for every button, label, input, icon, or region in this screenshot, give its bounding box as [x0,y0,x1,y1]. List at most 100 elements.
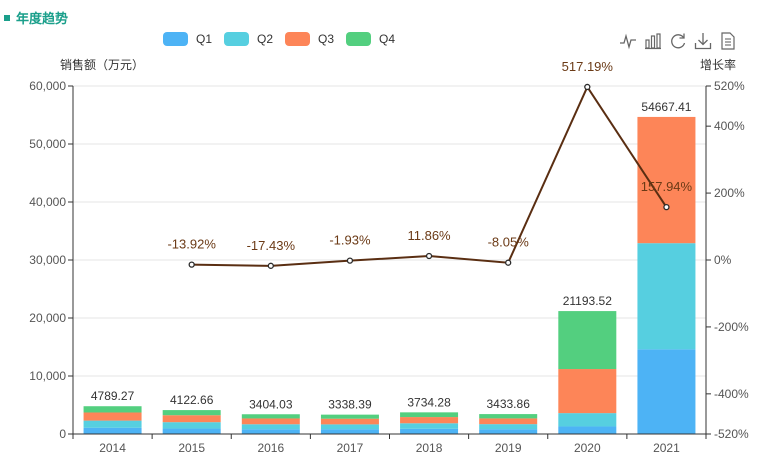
growth-point-label: 517.19% [562,59,614,74]
toolbox [618,31,738,51]
x-tick-label: 2019 [495,441,522,455]
legend: Q1 Q2 Q3 Q4 [163,32,395,46]
y-tick-label: 0 [59,427,66,441]
bar-segment-q1 [320,429,379,434]
bar-segment-q3 [479,418,538,425]
legend-item-q1[interactable]: Q1 [163,32,212,46]
bar-segment-q4 [400,412,459,418]
axes: 0 10,000 20,000 30,000 40,000 50,000 60,000 -52… [29,79,749,455]
bar-total-label: 4122.66 [170,393,214,407]
y2-tick-label: 400% [714,119,745,133]
y-tick-label: 60,000 [29,79,66,93]
line-chart-icon[interactable] [618,31,638,51]
y-tick-label: 40,000 [29,195,66,209]
bars [83,116,696,434]
x-tick-label: 2021 [653,441,680,455]
growth-point [663,204,670,211]
y-axis-label: 销售额（万元） [60,57,144,72]
title-marker [4,14,10,21]
growth-point [188,261,195,268]
growth-point [584,83,591,91]
x-tick-label: 2020 [574,441,601,455]
legend-label-q4: Q4 [379,32,396,46]
bar-segment-q3 [400,417,459,424]
growth-line: -13.92% -17.43% -1.93% 11.86% -8.05% 517.19% 1… [167,59,693,269]
growth-point-label: 157.94% [641,179,693,194]
growth-point-label: -13.92% [167,237,216,252]
restore-icon[interactable] [668,31,688,51]
bar-segment-q1 [241,429,300,434]
growth-point [346,257,354,264]
bar-total-label: 54667.41 [641,100,691,114]
legend-swatch-q3 [285,32,311,46]
legend-item-q2[interactable]: Q2 [224,32,273,46]
y2-tick-label: -400% [714,387,749,401]
bar-segment-q2 [637,243,696,350]
chart-title: 年度趋势 [16,11,69,26]
y2-tick-label: 520% [714,79,745,93]
x-tick-label: 2018 [416,441,443,455]
y2-tick-label: 200% [714,186,745,200]
y2-tick-label: 0% [714,253,732,267]
growth-point-label: -8.05% [488,235,530,250]
data-view-icon[interactable] [718,31,738,51]
legend-swatch-q1 [163,32,188,46]
y-tick-label: 50,000 [29,137,66,151]
bar-segment-q2 [400,423,459,429]
growth-point-label: -1.93% [329,233,371,248]
legend-label-q3: Q3 [318,32,335,46]
bar-segment-q2 [558,413,617,427]
bar-total-labels: 4789.27 4122.66 3404.03 3338.39 3734.28 3433.… [91,100,692,412]
chart-header: 年度趋势 [4,8,68,27]
bar-segment-q4 [320,414,379,419]
bar-segment-q3 [83,412,142,421]
bar-segment-q2 [162,422,221,429]
x-tick-label: 2017 [337,441,364,455]
legend-label-q2: Q2 [257,32,274,46]
y2-axis-label: 增长率 [700,57,736,72]
legend-item-q4[interactable]: Q4 [346,32,395,46]
growth-point-label: -17.43% [247,238,296,253]
bar-segment-q3 [162,415,221,423]
bar-segment-q1 [162,428,221,434]
growth-point-label: 11.86% [407,228,451,243]
bar-segment-q1 [83,427,142,434]
bar-segment-q2 [241,424,300,430]
legend-swatch-q2 [224,32,250,46]
download-icon[interactable] [693,31,713,51]
bar-segment-q1 [479,429,538,434]
x-tick-label: 2014 [99,441,126,455]
bar-segment-q3 [558,369,617,414]
bar-total-label: 3338.39 [328,398,372,412]
y-tick-label: 10,000 [29,369,66,383]
bar-segment-q2 [83,420,142,428]
bar-segment-q1 [637,349,696,434]
bar-segment-q1 [400,428,459,434]
bar-segment-q4 [162,410,221,416]
bar-segment-q4 [479,414,538,419]
bar-segment-q4 [83,406,142,413]
bar-segment-q4 [241,414,300,419]
bar-total-label: 3433.86 [486,397,530,411]
legend-swatch-q4 [346,32,372,46]
y-tick-label: 30,000 [29,253,66,267]
growth-point [505,259,512,266]
bar-segment-q2 [320,424,379,430]
bar-total-label: 3734.28 [407,395,451,409]
legend-item-q3[interactable]: Q3 [285,32,334,46]
bar-segment-q2 [479,424,538,430]
bar-chart-icon[interactable] [643,31,663,51]
legend-label-q1: Q1 [196,32,213,46]
bar-segment-q3 [637,116,696,244]
x-tick-label: 2015 [178,441,205,455]
y-tick-label: 20,000 [29,311,66,325]
bar-total-label: 21193.52 [563,294,612,308]
y2-tick-label: -200% [714,320,749,334]
x-tick-label: 2016 [257,441,284,455]
y2-tick-label: -520% [714,427,749,441]
bar-segment-q3 [320,418,379,425]
bar-segment-q4 [558,311,617,370]
growth-point [425,252,433,260]
growth-point [267,262,274,269]
